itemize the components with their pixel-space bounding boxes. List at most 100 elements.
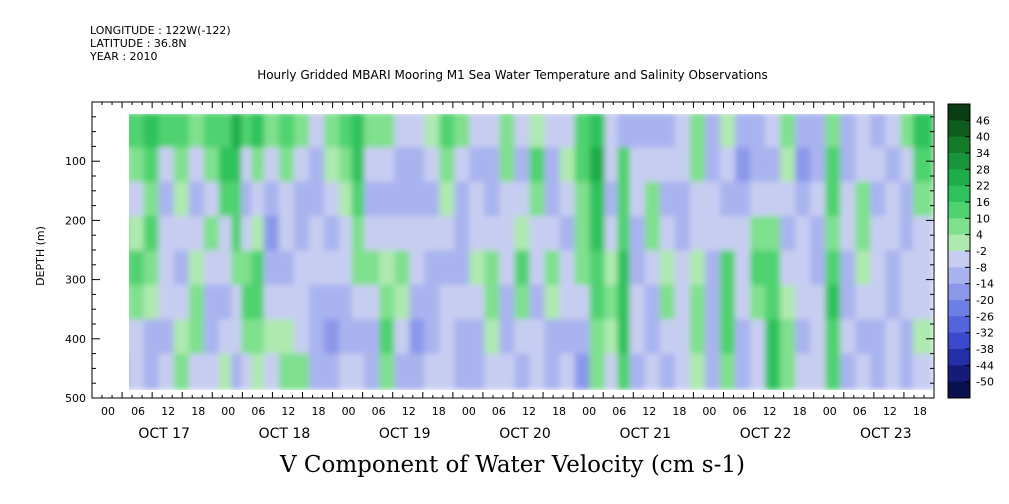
heatmap-cell xyxy=(251,284,266,322)
colorbar-tick-label: -32 xyxy=(976,327,994,340)
colorbar-tick-label: -38 xyxy=(976,343,994,356)
heatmap-cell xyxy=(644,147,662,184)
heatmap-cell xyxy=(604,284,620,322)
heatmap-cell xyxy=(203,114,221,150)
heatmap-cell xyxy=(574,319,592,356)
heatmap-cell xyxy=(469,147,487,184)
heatmap-cell xyxy=(173,353,191,390)
heatmap-cell xyxy=(129,319,146,356)
x-hour-tick-label: 12 xyxy=(763,405,777,418)
x-hour-tick-label: 18 xyxy=(312,405,326,418)
heatmap-cell xyxy=(604,216,620,253)
heatmap-cell xyxy=(484,216,502,253)
heatmap-cell xyxy=(278,353,296,390)
x-hour-tick-label: 06 xyxy=(251,405,265,418)
heatmap-cell xyxy=(324,250,342,287)
y-tick-label: 400 xyxy=(65,333,86,346)
heatmap-cell xyxy=(780,250,798,287)
colorbar-tick-label: -44 xyxy=(976,359,994,372)
heatmap-cell xyxy=(825,216,843,253)
heatmap-cell xyxy=(231,216,244,253)
heatmap-cell xyxy=(795,114,813,150)
heatmap-cell xyxy=(424,114,442,150)
heatmap-cell xyxy=(750,250,768,287)
heatmap-cell xyxy=(544,216,562,253)
heatmap-cell xyxy=(735,147,753,184)
heatmap-cell xyxy=(644,216,662,253)
x-hour-tick-label: 12 xyxy=(642,405,656,418)
x-hour-tick-label: 06 xyxy=(853,405,867,418)
heatmap-cell xyxy=(780,114,798,150)
colorbar-swatch xyxy=(948,120,970,138)
heatmap-cell xyxy=(469,319,487,356)
heatmap-cell xyxy=(574,181,592,219)
heatmap-cell xyxy=(324,353,342,390)
heatmap-cell xyxy=(409,216,427,253)
heatmap-cell xyxy=(704,181,722,219)
x-day-label: OCT 20 xyxy=(499,426,551,442)
heatmap-cell xyxy=(765,284,783,322)
heatmap-cell xyxy=(218,216,234,253)
heatmap-cell xyxy=(129,181,146,219)
heatmap-cell xyxy=(218,284,234,322)
heatmap-cell xyxy=(173,181,191,219)
heatmap-cell xyxy=(912,319,933,356)
x-hour-tick-label: 00 xyxy=(582,405,596,418)
heatmap-cell xyxy=(203,319,221,356)
heatmap-cell xyxy=(559,216,577,253)
longitude-label: LONGITUDE : 122W(-122) xyxy=(90,24,231,37)
heatmap-cell xyxy=(218,181,234,219)
heatmap-cell xyxy=(589,114,607,150)
heatmap-cell xyxy=(263,319,281,356)
heatmap-cell xyxy=(629,319,647,356)
heatmap-cell xyxy=(158,114,176,150)
heatmap-cell xyxy=(559,250,577,287)
heatmap-cell xyxy=(795,147,813,184)
heatmap-cell xyxy=(644,250,662,287)
heatmap-cell xyxy=(499,147,517,184)
heatmap-cell xyxy=(689,181,707,219)
heatmap-cell xyxy=(454,353,472,390)
heatmap-cell xyxy=(885,319,903,356)
heatmap-cell xyxy=(704,147,722,184)
heatmap-cell xyxy=(424,147,442,184)
heatmap-cell xyxy=(674,216,692,253)
heatmap-cell xyxy=(544,353,562,390)
heatmap-cell xyxy=(188,250,206,287)
colorbar-swatch xyxy=(948,300,970,317)
heatmap-cell xyxy=(559,284,577,322)
heatmap-cell xyxy=(529,319,547,356)
heatmap-cell xyxy=(559,353,577,390)
colorbar-swatch xyxy=(948,349,970,366)
colorbar-tick-label: -8 xyxy=(976,261,987,274)
x-hour-tick-label: 18 xyxy=(913,405,927,418)
heatmap-cell xyxy=(795,353,813,390)
heatmap-cell xyxy=(251,181,266,219)
x-hour-tick-label: 06 xyxy=(612,405,626,418)
heatmap-cell xyxy=(689,319,707,356)
colorbar-swatch xyxy=(948,283,970,301)
heatmap-cell xyxy=(629,284,647,322)
heatmap-cell xyxy=(309,216,327,253)
heatmap-cell xyxy=(143,114,161,150)
heatmap-cell xyxy=(855,114,873,150)
heatmap-cell xyxy=(644,284,662,322)
heatmap-cell xyxy=(173,250,191,287)
heatmap-cell xyxy=(251,250,266,287)
heatmap-cell xyxy=(499,114,517,150)
heatmap-cell xyxy=(129,216,146,253)
y-axis-label: DEPTH (m) xyxy=(34,226,47,286)
heatmap-cell xyxy=(604,114,620,150)
heatmap-cell xyxy=(659,216,677,253)
heatmap-cell xyxy=(514,250,532,287)
heatmap-cell xyxy=(840,250,858,287)
x-hour-tick-label: 12 xyxy=(161,405,175,418)
heatmap-cell xyxy=(674,181,692,219)
heatmap-cell xyxy=(241,114,254,150)
heatmap-cell xyxy=(529,147,547,184)
heatmap-cell xyxy=(870,353,888,390)
heatmap-cell xyxy=(379,147,397,184)
heatmap-cell xyxy=(251,353,266,390)
heatmap-cell xyxy=(912,250,933,287)
heatmap-cell xyxy=(218,353,234,390)
